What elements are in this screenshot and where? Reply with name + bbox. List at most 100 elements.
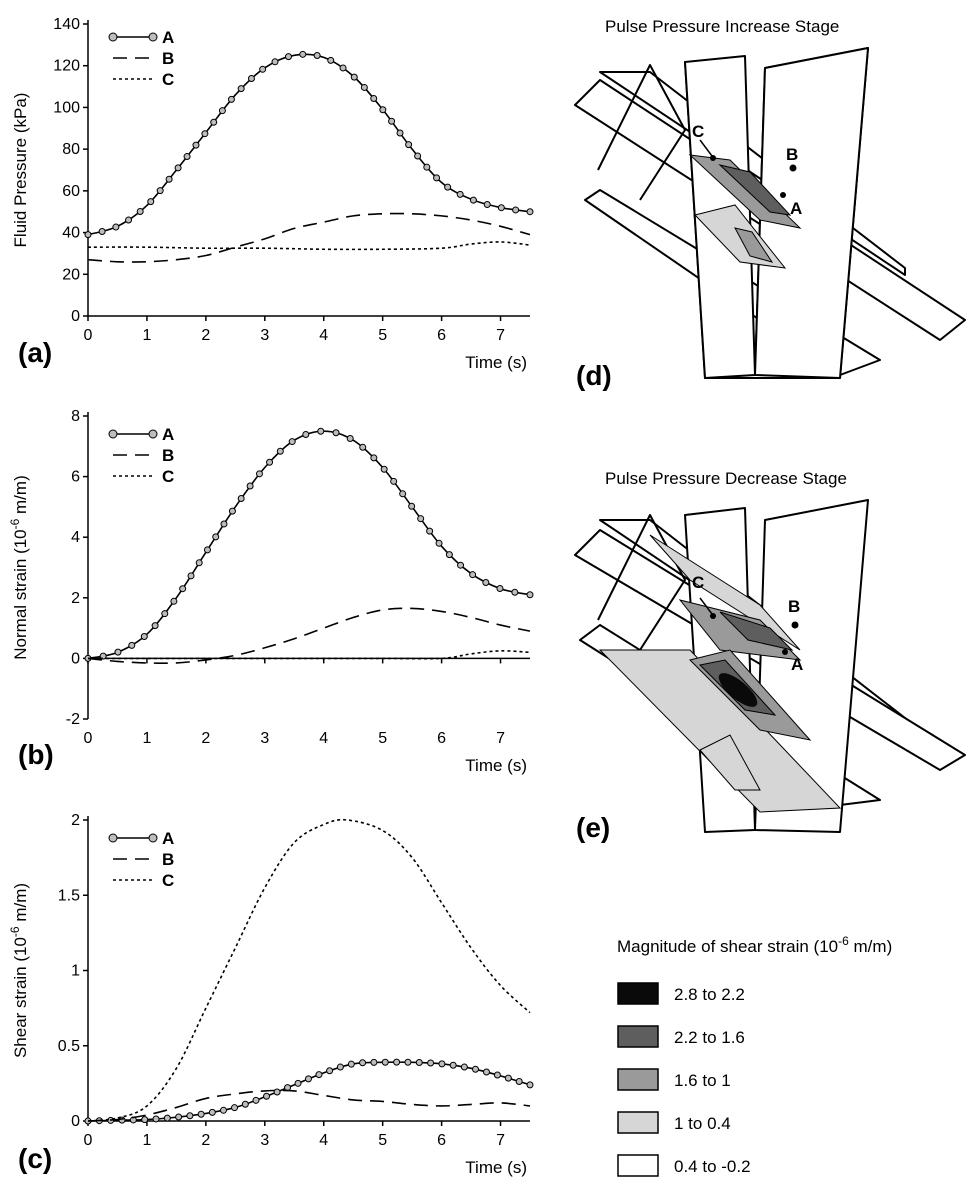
series-A-marker	[129, 642, 135, 648]
series-A-marker	[247, 483, 253, 489]
series-A-marker	[180, 586, 186, 592]
y-tick-label: 2	[71, 812, 80, 829]
series-A-marker	[220, 1107, 226, 1113]
colorbar-swatch	[618, 983, 658, 1004]
series-A-marker	[450, 1062, 456, 1068]
y-tick-label: 8	[71, 408, 80, 425]
series-A-marker	[305, 1076, 311, 1082]
series-A-marker	[498, 205, 504, 211]
series-A-marker	[85, 232, 91, 238]
model-view-e: Pulse Pressure Decrease Stage C B A (e)	[575, 469, 965, 843]
series-A-marker	[371, 95, 377, 101]
x-tick-label: 7	[496, 1132, 505, 1149]
colorbar-swatch	[618, 1026, 658, 1047]
x-tick-label: 6	[437, 327, 446, 344]
x-tick-label: 5	[378, 730, 387, 747]
series-A-marker	[371, 1059, 377, 1065]
series-A-marker	[439, 1061, 445, 1067]
series-A-marker	[424, 164, 430, 170]
series-A-marker	[260, 66, 266, 72]
series-A-marker	[267, 459, 273, 465]
x-tick-label: 1	[142, 730, 151, 747]
x-tick-label: 0	[84, 1132, 93, 1149]
series-A-marker	[295, 1080, 301, 1086]
chart-a-fluid-pressure: 0 20 40 60 80 100 120 140 0 1 2 3 4 5 6 7 Time (s) Fluid …	[11, 16, 533, 372]
y-tick-label: 140	[53, 16, 80, 33]
point-c-marker-d	[710, 155, 716, 161]
series-A-marker	[497, 586, 503, 592]
series-A-marker	[527, 592, 533, 598]
legend-marker	[149, 834, 157, 842]
series-A-marker	[238, 86, 244, 92]
series-A-marker	[171, 598, 177, 604]
series-A-marker	[193, 142, 199, 148]
series-A-marker	[348, 1061, 354, 1067]
series-A-marker	[300, 51, 306, 57]
series-A-marker	[484, 202, 490, 208]
series-A-marker	[264, 1093, 270, 1099]
legend-marker	[109, 430, 117, 438]
point-b-marker-d	[790, 165, 797, 172]
series-A-marker	[248, 75, 254, 81]
series-A-marker	[148, 199, 154, 205]
series-A-marker	[272, 59, 278, 65]
series-A-marker	[274, 1089, 280, 1095]
series-A-marker	[505, 1075, 511, 1081]
series-A-marker	[126, 217, 132, 223]
series-A-marker	[470, 197, 476, 203]
series-A-marker	[141, 634, 147, 640]
colorbar-label: 2.8 to 2.2	[674, 985, 745, 1004]
x-tick-label: 6	[437, 730, 446, 747]
legend-label-B: B	[162, 446, 174, 465]
series-B-line	[88, 608, 530, 663]
series-A-marker	[347, 435, 353, 441]
series-A-marker	[289, 439, 295, 445]
series-A-marker	[229, 508, 235, 514]
series-A-marker	[176, 1114, 182, 1120]
series-A-marker	[484, 1069, 490, 1075]
series-A-marker	[204, 547, 210, 553]
y-axis-label: Shear strain (10-6 m/m)	[8, 883, 30, 1058]
x-tick-label: 4	[319, 730, 328, 747]
series-A-marker	[285, 54, 291, 60]
series-A-marker	[360, 1060, 366, 1066]
series-A-marker	[137, 208, 143, 214]
model-title-d: Pulse Pressure Increase Stage	[605, 17, 839, 36]
y-axis-label: Fluid Pressure (kPa)	[11, 93, 30, 248]
legend-marker	[109, 834, 117, 842]
panel-label-a: (a)	[18, 337, 52, 368]
x-tick-label: 6	[437, 1132, 446, 1149]
series-A-marker	[436, 540, 442, 546]
legend-label-C: C	[162, 467, 174, 486]
series-A-marker	[380, 107, 386, 113]
series-A-marker	[457, 191, 463, 197]
x-axis-label: Time (s)	[465, 353, 527, 372]
x-axis-label: Time (s)	[465, 756, 527, 775]
series-A-marker	[527, 1082, 533, 1088]
series-A-marker	[434, 175, 440, 181]
point-a-label-d: A	[790, 199, 802, 218]
series-A-marker	[228, 96, 234, 102]
x-tick-label: 3	[260, 327, 269, 344]
point-b-label-e: B	[788, 597, 800, 616]
series-A-marker	[162, 611, 168, 617]
series-A-marker	[164, 1115, 170, 1121]
legend-label-A: A	[162, 425, 174, 444]
x-tick-label: 1	[142, 327, 151, 344]
shear-strain-colorbar: Magnitude of shear strain (10-6 m/m) 2.8…	[617, 934, 892, 1176]
series-A-marker	[256, 471, 262, 477]
series-A-marker	[198, 1111, 204, 1117]
series-A-marker	[446, 552, 452, 558]
x-tick-label: 0	[84, 730, 93, 747]
legend-marker	[109, 33, 117, 41]
legend-label-C: C	[162, 871, 174, 890]
series-A-line	[88, 1062, 530, 1121]
y-tick-label: 0.5	[58, 1038, 80, 1055]
y-tick-label: 2	[71, 590, 80, 607]
series-A-marker	[389, 118, 395, 124]
series-A-marker	[360, 444, 366, 450]
y-tick-label: 40	[62, 225, 80, 242]
series-A-marker	[371, 455, 377, 461]
